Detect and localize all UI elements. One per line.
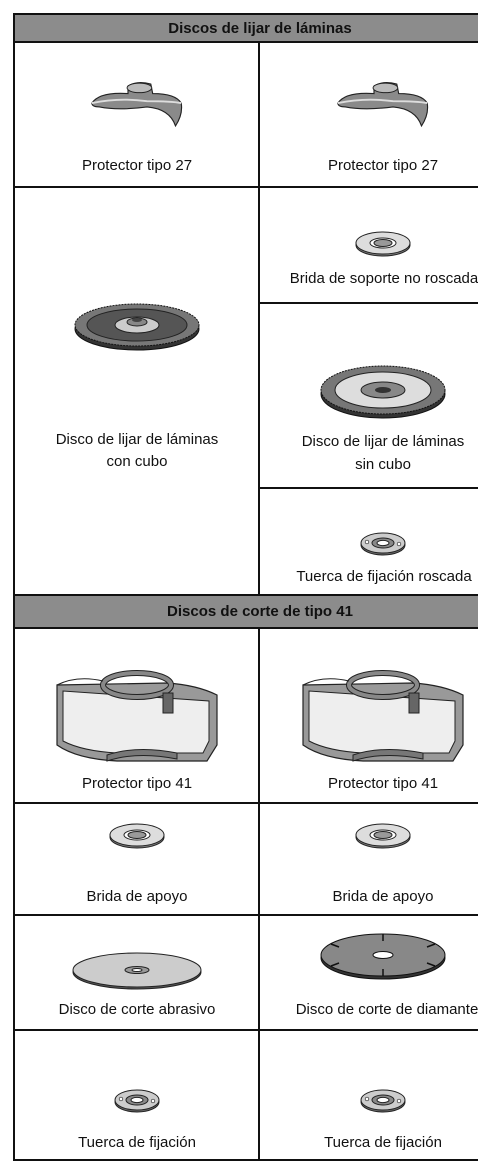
item-label: Brida de apoyo bbox=[87, 888, 188, 905]
item-label: Tuerca de fijación bbox=[324, 1134, 442, 1151]
item-label: Protector tipo 27 bbox=[82, 157, 192, 174]
item-label: Protector tipo 41 bbox=[328, 775, 438, 792]
section-title: Discos de corte de tipo 41 bbox=[167, 603, 353, 620]
item-label: Protector tipo 27 bbox=[328, 157, 438, 174]
item-label: con cubo bbox=[107, 453, 168, 470]
section-title: Discos de lijar de láminas bbox=[168, 20, 351, 37]
item-label: Tuerca de fijación bbox=[78, 1134, 196, 1151]
item-label: Brida de soporte no roscada bbox=[290, 270, 478, 287]
item-label: sin cubo bbox=[355, 456, 411, 473]
item-label: Disco de lijar de láminas bbox=[302, 433, 465, 450]
item-label: Disco de lijar de láminas bbox=[56, 431, 219, 448]
item-label: Brida de apoyo bbox=[333, 888, 434, 905]
item-label: Disco de corte de diamante bbox=[296, 1001, 478, 1018]
table-borders bbox=[13, 13, 478, 1161]
item-label: Protector tipo 41 bbox=[82, 775, 192, 792]
item-label: Disco de corte abrasivo bbox=[59, 1001, 216, 1018]
header-bg bbox=[14, 595, 478, 628]
item-label: Tuerca de fijación roscada bbox=[296, 568, 472, 585]
header-bg bbox=[14, 14, 478, 42]
